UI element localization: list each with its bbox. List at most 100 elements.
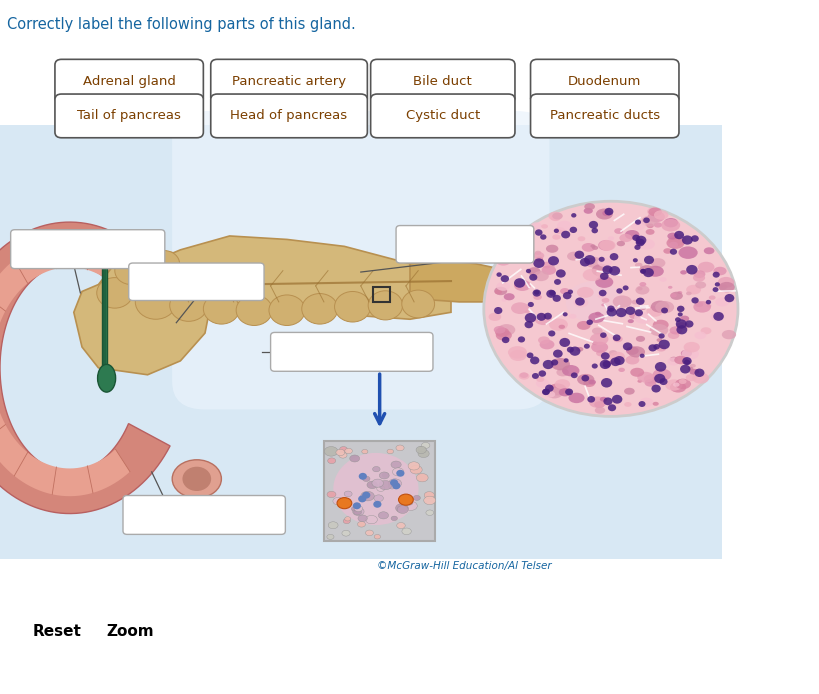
Circle shape xyxy=(189,271,220,298)
Ellipse shape xyxy=(373,495,383,502)
Circle shape xyxy=(579,257,590,266)
Ellipse shape xyxy=(536,377,544,382)
Ellipse shape xyxy=(628,313,638,319)
Ellipse shape xyxy=(612,296,631,308)
Ellipse shape xyxy=(588,380,595,384)
Ellipse shape xyxy=(677,246,697,259)
Ellipse shape xyxy=(391,516,397,520)
Ellipse shape xyxy=(344,517,351,521)
Ellipse shape xyxy=(548,212,562,221)
Circle shape xyxy=(500,275,509,282)
Circle shape xyxy=(600,353,609,359)
Circle shape xyxy=(639,354,644,358)
Ellipse shape xyxy=(708,296,715,300)
Circle shape xyxy=(654,374,664,383)
Ellipse shape xyxy=(650,301,668,313)
Ellipse shape xyxy=(582,380,595,387)
Circle shape xyxy=(609,357,620,366)
Circle shape xyxy=(690,297,698,303)
Ellipse shape xyxy=(655,345,666,352)
Ellipse shape xyxy=(646,266,663,277)
FancyBboxPatch shape xyxy=(55,94,203,138)
Ellipse shape xyxy=(501,298,506,302)
Ellipse shape xyxy=(679,270,686,275)
Ellipse shape xyxy=(577,236,585,242)
Circle shape xyxy=(600,332,606,338)
Circle shape xyxy=(654,362,666,372)
Circle shape xyxy=(301,294,337,324)
Circle shape xyxy=(574,298,584,305)
Ellipse shape xyxy=(635,336,645,342)
Ellipse shape xyxy=(595,270,608,278)
Circle shape xyxy=(632,258,637,262)
Ellipse shape xyxy=(693,301,710,312)
Ellipse shape xyxy=(673,356,686,364)
Circle shape xyxy=(681,235,692,244)
Ellipse shape xyxy=(646,208,659,216)
Ellipse shape xyxy=(367,481,377,489)
Circle shape xyxy=(606,305,614,312)
Ellipse shape xyxy=(689,364,695,368)
Circle shape xyxy=(564,389,572,396)
Ellipse shape xyxy=(597,257,612,267)
Circle shape xyxy=(658,333,664,339)
Polygon shape xyxy=(0,239,129,496)
Ellipse shape xyxy=(505,326,510,330)
Ellipse shape xyxy=(608,350,617,355)
Ellipse shape xyxy=(503,293,514,301)
Ellipse shape xyxy=(518,373,529,380)
Text: Head of pancreas: Head of pancreas xyxy=(230,110,347,122)
Circle shape xyxy=(566,347,573,353)
Ellipse shape xyxy=(674,379,690,389)
Ellipse shape xyxy=(705,304,711,307)
Ellipse shape xyxy=(372,466,380,472)
Ellipse shape xyxy=(694,301,703,307)
Ellipse shape xyxy=(537,337,549,344)
Ellipse shape xyxy=(361,450,368,454)
Circle shape xyxy=(615,308,626,317)
Ellipse shape xyxy=(497,324,514,335)
Ellipse shape xyxy=(668,242,677,248)
Ellipse shape xyxy=(362,476,369,482)
Ellipse shape xyxy=(627,346,645,357)
Ellipse shape xyxy=(590,333,608,345)
Circle shape xyxy=(625,307,635,315)
Circle shape xyxy=(170,289,207,321)
Circle shape xyxy=(586,319,592,325)
Ellipse shape xyxy=(595,312,600,316)
Ellipse shape xyxy=(691,373,708,384)
Ellipse shape xyxy=(595,208,612,219)
Ellipse shape xyxy=(551,212,562,219)
Ellipse shape xyxy=(567,252,581,261)
Circle shape xyxy=(650,384,660,393)
Ellipse shape xyxy=(172,460,221,498)
Circle shape xyxy=(552,350,562,357)
Ellipse shape xyxy=(423,496,435,505)
Ellipse shape xyxy=(633,312,651,323)
Ellipse shape xyxy=(379,472,389,479)
Ellipse shape xyxy=(556,369,568,376)
Circle shape xyxy=(568,346,580,356)
Ellipse shape xyxy=(695,282,705,289)
Circle shape xyxy=(679,364,690,373)
Ellipse shape xyxy=(636,372,653,382)
FancyBboxPatch shape xyxy=(370,94,514,138)
Circle shape xyxy=(660,307,667,314)
Ellipse shape xyxy=(644,379,655,387)
Circle shape xyxy=(547,256,559,266)
Circle shape xyxy=(541,389,549,395)
Circle shape xyxy=(643,255,654,264)
Ellipse shape xyxy=(591,328,602,335)
Ellipse shape xyxy=(595,276,613,288)
Circle shape xyxy=(570,373,577,378)
Circle shape xyxy=(653,344,659,350)
Ellipse shape xyxy=(488,313,500,321)
Circle shape xyxy=(203,294,239,324)
Ellipse shape xyxy=(554,379,569,389)
Ellipse shape xyxy=(404,501,417,511)
Ellipse shape xyxy=(639,398,653,407)
Ellipse shape xyxy=(577,374,594,385)
Ellipse shape xyxy=(653,222,661,228)
Bar xyxy=(373,287,389,302)
Ellipse shape xyxy=(349,455,360,462)
